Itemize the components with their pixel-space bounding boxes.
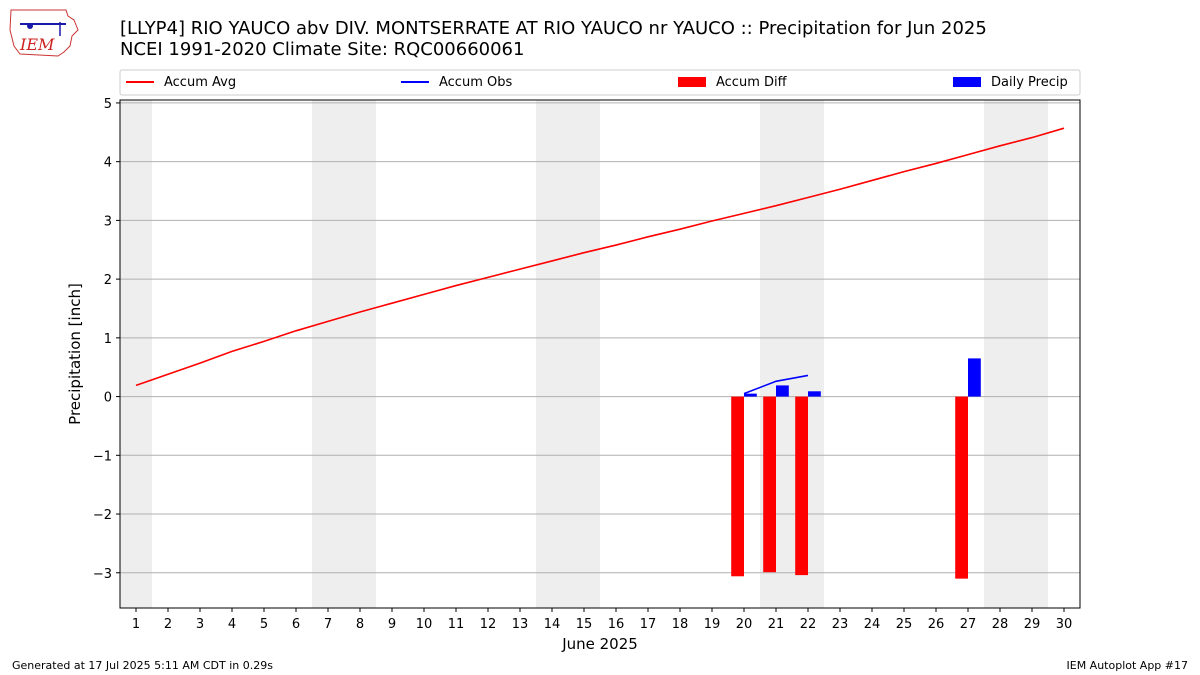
accum-diff-bar bbox=[955, 396, 968, 579]
x-tick-label: 15 bbox=[576, 617, 593, 632]
x-tick-label: 1 bbox=[132, 617, 140, 632]
x-tick-label: 13 bbox=[512, 617, 529, 632]
x-tick-label: 17 bbox=[640, 617, 657, 632]
y-tick-label: −3 bbox=[93, 567, 112, 582]
y-tick-label: 2 bbox=[104, 273, 112, 288]
legend-label: Daily Precip bbox=[991, 75, 1068, 90]
legend-label: Accum Diff bbox=[716, 75, 788, 90]
x-tick-label: 25 bbox=[896, 617, 913, 632]
x-tick-label: 3 bbox=[196, 617, 204, 632]
y-tick-label: 0 bbox=[104, 391, 112, 406]
chart-title: [LLYP4] RIO YAUCO abv DIV. MONTSERRATE A… bbox=[120, 18, 987, 60]
iem-logo: IEM bbox=[8, 6, 80, 62]
x-tick-label: 19 bbox=[704, 617, 721, 632]
daily-precip-bar bbox=[808, 391, 821, 397]
legend-bar-swatch bbox=[953, 77, 981, 87]
legend-label: Accum Avg bbox=[164, 75, 236, 90]
x-tick-label: 18 bbox=[672, 617, 689, 632]
title-line-1: [LLYP4] RIO YAUCO abv DIV. MONTSERRATE A… bbox=[120, 18, 987, 39]
x-tick-label: 7 bbox=[324, 617, 332, 632]
daily-precip-bar bbox=[968, 358, 981, 397]
x-tick-label: 27 bbox=[960, 617, 977, 632]
x-tick-label: 23 bbox=[832, 617, 849, 632]
legend-box bbox=[119, 69, 1081, 96]
accum-obs-line bbox=[743, 374, 809, 395]
y-tick-label: −2 bbox=[93, 508, 112, 523]
legend-label: Accum Obs bbox=[439, 75, 512, 90]
x-tick-label: 16 bbox=[608, 617, 625, 632]
x-tick-label: 24 bbox=[864, 617, 881, 632]
weekend-band bbox=[984, 100, 1048, 608]
x-tick-label: 21 bbox=[768, 617, 785, 632]
y-tick-label: 4 bbox=[104, 156, 112, 171]
x-tick-label: 2 bbox=[164, 617, 172, 632]
legend: Accum Avg Accum Obs Accum Diff Daily Precip bbox=[119, 69, 1081, 96]
y-axis-label: Precipitation [inch] bbox=[66, 283, 84, 425]
x-tick-label: 11 bbox=[448, 617, 465, 632]
accum-avg-line bbox=[135, 127, 1065, 387]
weekend-band bbox=[120, 100, 152, 608]
x-tick-label: 9 bbox=[388, 617, 396, 632]
weekend-band bbox=[536, 100, 600, 608]
x-tick-label: 10 bbox=[416, 617, 433, 632]
x-tick-label: 6 bbox=[292, 617, 300, 632]
daily-precip-bar bbox=[776, 385, 789, 397]
x-tick-label: 14 bbox=[544, 617, 561, 632]
y-tick-label: 1 bbox=[104, 332, 112, 347]
plot-frame bbox=[119, 99, 1081, 609]
x-tick-label: 20 bbox=[736, 617, 753, 632]
x-tick-label: 22 bbox=[800, 617, 817, 632]
accum-diff-bar bbox=[763, 396, 776, 573]
x-tick-label: 28 bbox=[992, 617, 1009, 632]
app-footer: IEM Autoplot App #17 bbox=[1066, 659, 1189, 672]
x-tick-label: 5 bbox=[260, 617, 268, 632]
x-tick-label: 29 bbox=[1024, 617, 1041, 632]
x-tick-label: 12 bbox=[480, 617, 497, 632]
x-tick-label: 30 bbox=[1056, 617, 1073, 632]
daily-precip-bar bbox=[744, 393, 757, 397]
x-tick-label: 8 bbox=[356, 617, 364, 632]
accum-diff-bar bbox=[731, 396, 744, 577]
x-axis-label: June 2025 bbox=[561, 635, 638, 653]
title-line-2: NCEI 1991-2020 Climate Site: RQC00660061 bbox=[120, 39, 525, 60]
y-tick-label: 5 bbox=[104, 97, 112, 112]
y-tick-label: 3 bbox=[104, 214, 112, 229]
legend-bar-swatch bbox=[678, 77, 706, 87]
x-tick-label: 26 bbox=[928, 617, 945, 632]
logo-text: IEM bbox=[19, 35, 55, 54]
accum-diff-bar bbox=[795, 396, 808, 576]
y-tick-label: −1 bbox=[93, 449, 112, 464]
weekend-band bbox=[312, 100, 376, 608]
x-tick-label: 4 bbox=[228, 617, 236, 632]
generated-footer: Generated at 17 Jul 2025 5:11 AM CDT in … bbox=[12, 659, 273, 672]
